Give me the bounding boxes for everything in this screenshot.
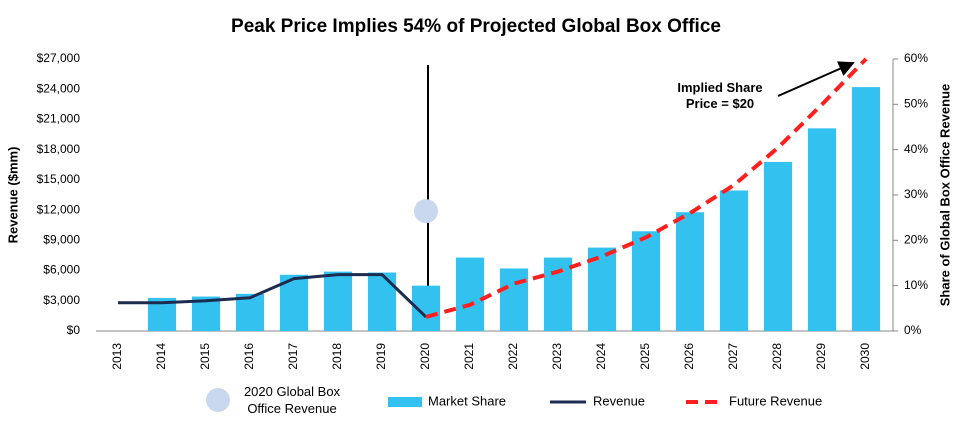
x-tick-label: 2015 xyxy=(198,343,212,370)
legend-label: Future Revenue xyxy=(729,393,822,408)
y-tick-label: $15,000 xyxy=(37,172,81,186)
y2-tick-label: 60% xyxy=(904,51,928,65)
y2-tick-label: 30% xyxy=(904,187,928,201)
bar xyxy=(455,257,485,331)
x-tick-label: 2019 xyxy=(374,343,388,370)
bar xyxy=(763,161,793,331)
y-tick-label: $6,000 xyxy=(43,263,80,277)
legend-label: Revenue xyxy=(593,393,645,408)
x-tick-label: 2016 xyxy=(242,343,256,370)
x-tick-label: 2026 xyxy=(682,343,696,370)
y-tick-label: $0 xyxy=(67,323,81,337)
y-tick-label: $27,000 xyxy=(37,51,81,65)
x-tick-label: 2028 xyxy=(770,343,784,370)
bar xyxy=(807,128,837,331)
chart-title: Peak Price Implies 54% of Projected Glob… xyxy=(231,16,721,37)
y2-axis-title: Share of Global Box Office Revenue xyxy=(937,84,952,307)
x-tick-label: 2018 xyxy=(330,343,344,370)
x-tick-label: 2014 xyxy=(154,343,168,370)
line xyxy=(425,57,868,319)
x-tick-label: 2029 xyxy=(814,343,828,370)
legend-label: Market Share xyxy=(428,393,506,408)
bar xyxy=(631,231,661,331)
bar xyxy=(323,271,353,331)
x-tick-label: 2025 xyxy=(638,343,652,370)
x-tick-label: 2023 xyxy=(550,343,564,370)
bar xyxy=(367,272,397,331)
bar xyxy=(499,268,529,331)
x-tick-label: 2024 xyxy=(594,343,608,370)
y2-tick-label: 40% xyxy=(904,142,928,156)
bar xyxy=(851,87,881,332)
y-tick-label: $21,000 xyxy=(37,112,81,126)
y2-tick-label: 0% xyxy=(904,323,922,337)
annotation: Implied Share Price = $20 xyxy=(677,80,763,111)
bar xyxy=(719,190,749,331)
y-tick-label: $12,000 xyxy=(37,202,81,216)
y-tick-label: $24,000 xyxy=(37,81,81,95)
x-tick-label: 2022 xyxy=(506,343,520,370)
legend-swatch xyxy=(388,397,422,407)
bar xyxy=(235,293,265,331)
legend-swatch xyxy=(206,388,230,412)
x-tick-label: 2017 xyxy=(286,343,300,370)
x-tick-label: 2030 xyxy=(858,343,872,370)
y2-tick-label: 10% xyxy=(904,278,928,292)
y-tick-label: $3,000 xyxy=(43,293,80,307)
y-axis-title: Revenue ($mm) xyxy=(5,147,20,244)
marker xyxy=(414,199,438,224)
bar xyxy=(675,212,705,331)
legend-label: 2020 Global Box Office Revenue xyxy=(243,384,341,416)
x-tick-label: 2027 xyxy=(726,343,740,370)
x-tick-label: 2013 xyxy=(110,343,124,370)
annotation-arrow xyxy=(777,61,855,97)
bar xyxy=(543,257,573,331)
x-tick-label: 2021 xyxy=(462,343,476,370)
y2-tick-label: 20% xyxy=(904,233,928,247)
y-tick-label: $18,000 xyxy=(37,142,81,156)
x-tick-label: 2020 xyxy=(418,343,432,370)
y-tick-label: $9,000 xyxy=(43,233,80,247)
line xyxy=(118,273,428,318)
y2-tick-label: 50% xyxy=(904,97,928,111)
